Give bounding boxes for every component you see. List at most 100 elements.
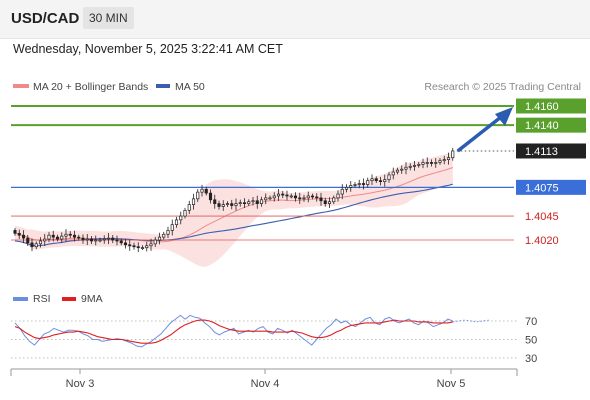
- candle-body: [128, 244, 132, 247]
- rsi-line: [14, 314, 453, 348]
- candle: [174, 216, 179, 228]
- candle: [187, 200, 191, 215]
- candle: [247, 199, 251, 207]
- candle-body: [272, 195, 276, 199]
- rsi-level-30-label: 30: [525, 353, 537, 365]
- candle-body: [13, 230, 17, 234]
- candle-body: [268, 197, 272, 200]
- candle: [353, 182, 357, 188]
- candle: [43, 233, 47, 247]
- ma50-legend-swatch: [156, 84, 170, 88]
- candle-body: [391, 171, 395, 176]
- candle-body: [89, 238, 94, 242]
- candle: [26, 235, 30, 246]
- candle: [94, 235, 98, 246]
- last-price-label: 1.4113: [525, 146, 558, 158]
- candle: [442, 155, 446, 165]
- candle-body: [21, 234, 26, 239]
- timeframe-badge[interactable]: 30 MIN: [83, 7, 134, 29]
- candle: [106, 233, 111, 245]
- candle: [370, 174, 374, 186]
- candle-body: [102, 238, 106, 241]
- candle-body: [166, 230, 170, 235]
- candle: [230, 199, 234, 210]
- rsi-legend-label: RSI: [33, 293, 51, 305]
- arrow-head: [495, 107, 513, 126]
- candle-body: [408, 165, 412, 168]
- candle-body: [289, 195, 293, 198]
- candle: [157, 232, 162, 245]
- candle: [55, 234, 60, 242]
- x-axis-label: Nov 3: [66, 378, 95, 390]
- candle-body: [259, 199, 264, 204]
- candle-body: [395, 169, 400, 173]
- rsi-level-70-label: 70: [525, 316, 537, 328]
- candle-body: [43, 238, 47, 242]
- candle-body: [26, 237, 30, 244]
- candle: [272, 192, 276, 202]
- date-line: Wednesday, November 5, 2025 3:22:41 AM C…: [13, 42, 283, 56]
- rsi-level-50-label: 50: [525, 335, 537, 347]
- candle: [136, 242, 140, 253]
- candle-body: [230, 203, 234, 206]
- candle: [446, 152, 451, 165]
- candle-body: [187, 204, 191, 211]
- x-axis-labels: Nov 3 Nov 4 Nov 5: [66, 369, 465, 390]
- pivot-level-tag: [516, 179, 586, 195]
- candle-body: [276, 193, 281, 197]
- candle-body: [298, 197, 302, 200]
- candle-body: [200, 188, 204, 193]
- candle: [89, 235, 94, 245]
- candle: [242, 198, 247, 209]
- candle: [145, 242, 149, 252]
- candle: [400, 165, 404, 174]
- candle-body: [349, 185, 353, 188]
- candle-body: [55, 236, 60, 240]
- candle: [85, 233, 89, 246]
- candle: [102, 235, 106, 244]
- candle-body: [438, 160, 442, 163]
- candle-body: [191, 198, 196, 205]
- candle-body: [251, 200, 255, 203]
- candle-body: [332, 197, 336, 203]
- candle-body: [417, 164, 421, 166]
- resistance-level-tag: [516, 98, 586, 114]
- candle: [38, 237, 43, 248]
- candle: [128, 239, 132, 251]
- candle-body: [136, 246, 140, 249]
- candle: [17, 229, 21, 239]
- candle-body: [319, 197, 323, 202]
- candle-body: [361, 183, 366, 185]
- candle: [336, 190, 340, 202]
- candle-body: [340, 188, 344, 195]
- candle: [225, 201, 230, 207]
- candle-body: [213, 199, 217, 204]
- candle-body: [140, 247, 145, 250]
- resistance-level-label: 1.4160: [525, 101, 559, 113]
- candle-body: [204, 188, 208, 194]
- candle: [255, 195, 259, 209]
- candle: [34, 241, 38, 250]
- candle-body: [123, 242, 128, 246]
- rsi-ma-line: [14, 319, 453, 344]
- candle-body: [421, 162, 425, 165]
- candle-body: [174, 219, 179, 226]
- candle-body: [281, 193, 285, 196]
- rsi-ma-legend-swatch: [62, 297, 76, 301]
- candle: [315, 193, 319, 202]
- candle: [60, 232, 64, 243]
- candle: [217, 200, 221, 210]
- candle: [123, 239, 128, 249]
- candle-body: [336, 193, 340, 199]
- candle-body: [149, 243, 153, 247]
- candle-body: [327, 201, 332, 204]
- candle: [170, 219, 174, 236]
- candle: [306, 191, 310, 203]
- candle: [162, 231, 166, 240]
- rsi-legend-swatch: [13, 297, 28, 301]
- candle-body: [157, 236, 162, 241]
- arrow-shaft: [456, 115, 503, 153]
- candle: [349, 181, 353, 192]
- candle-body: [344, 187, 349, 190]
- candle-body: [255, 200, 259, 204]
